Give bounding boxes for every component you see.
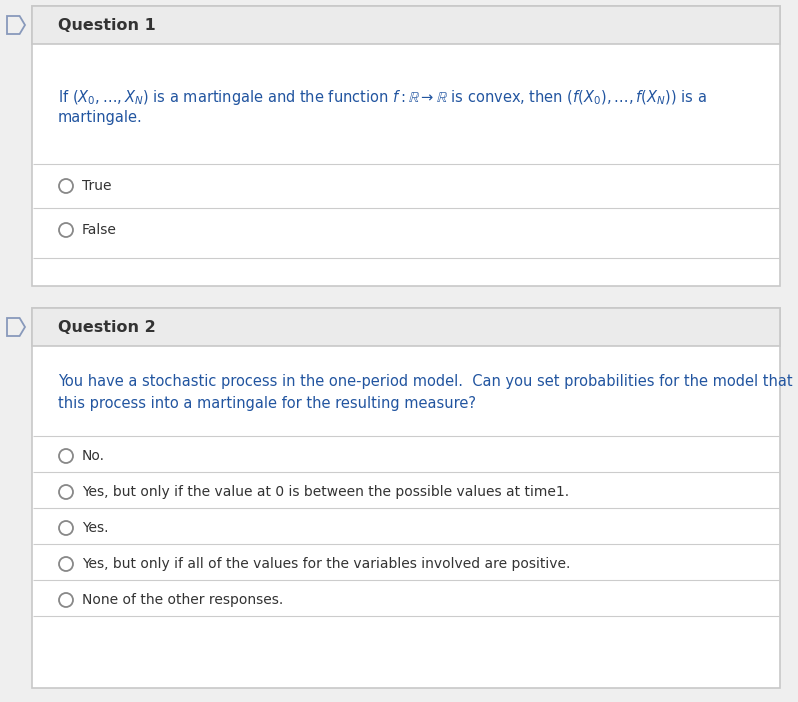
Text: None of the other responses.: None of the other responses. <box>82 593 283 607</box>
Text: You have a stochastic process in the one-period model.  Can you set probabilitie: You have a stochastic process in the one… <box>58 374 798 389</box>
Text: Question 1: Question 1 <box>58 18 156 32</box>
Text: If $(X_0, \ldots, X_N)$ is a martingale and the function $f : \mathbb{R} \righta: If $(X_0, \ldots, X_N)$ is a martingale … <box>58 88 707 107</box>
Text: Question 2: Question 2 <box>58 319 156 334</box>
Text: True: True <box>82 179 112 193</box>
Text: False: False <box>82 223 117 237</box>
FancyBboxPatch shape <box>32 308 780 688</box>
FancyBboxPatch shape <box>32 6 780 286</box>
Text: Yes.: Yes. <box>82 521 109 535</box>
FancyBboxPatch shape <box>32 6 780 44</box>
Text: this process into a martingale for the resulting measure?: this process into a martingale for the r… <box>58 396 476 411</box>
Text: martingale.: martingale. <box>58 110 143 125</box>
Text: No.: No. <box>82 449 105 463</box>
FancyBboxPatch shape <box>32 308 780 346</box>
Text: Yes, but only if the value at 0 is between the possible values at time1.: Yes, but only if the value at 0 is betwe… <box>82 485 569 499</box>
Text: Yes, but only if all of the values for the variables involved are positive.: Yes, but only if all of the values for t… <box>82 557 571 571</box>
